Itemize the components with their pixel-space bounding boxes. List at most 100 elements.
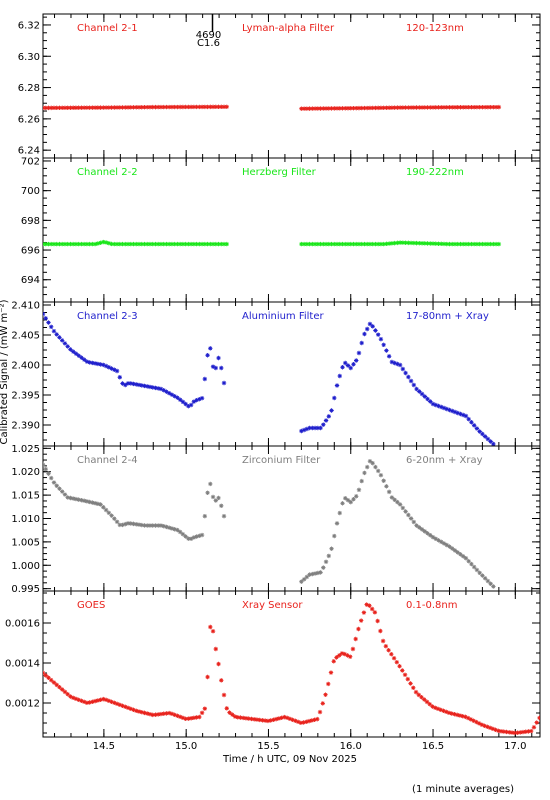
panel-channel-label: Channel 2-4 (77, 455, 138, 466)
data-point (461, 554, 466, 559)
data-point (147, 712, 153, 717)
data-point (386, 648, 391, 653)
data-point (430, 241, 436, 246)
data-point (386, 354, 392, 359)
data-point (62, 341, 68, 346)
data-point (128, 241, 133, 247)
data-point (493, 104, 499, 110)
data-point (471, 105, 477, 110)
data-point (186, 403, 191, 409)
x-tick-label: 16.0 (340, 741, 362, 752)
data-point (427, 702, 432, 707)
data-point (221, 241, 227, 247)
data-point (458, 105, 463, 110)
data-point (81, 241, 87, 247)
data-point (312, 571, 318, 576)
data-point (455, 410, 460, 416)
data-point (348, 499, 353, 505)
panel-frame (42, 445, 541, 592)
data-point (166, 710, 172, 716)
data-point (422, 105, 428, 110)
data-point (282, 714, 287, 720)
data-point (224, 241, 229, 247)
data-point (180, 715, 186, 720)
segment-2 (299, 240, 502, 247)
data-point (414, 105, 419, 110)
y-tick-label: 0.0016 (5, 619, 40, 630)
data-point (354, 494, 359, 499)
data-point (329, 241, 334, 247)
data-point (134, 382, 139, 387)
data-point (477, 104, 482, 110)
data-point (180, 399, 186, 405)
data-point (307, 241, 312, 247)
data-point (76, 497, 81, 502)
panel-filter-label: Zirconium Filter (242, 455, 321, 466)
data-point (531, 725, 537, 730)
data-point (334, 383, 340, 388)
data-point (339, 651, 345, 656)
y-tick-label: 1.015 (11, 491, 40, 502)
data-point (79, 241, 84, 247)
data-point (321, 565, 326, 570)
data-point (321, 241, 326, 247)
data-point (169, 104, 175, 110)
data-point (73, 496, 79, 502)
data-point (210, 494, 216, 500)
data-point (487, 725, 493, 730)
data-point (471, 564, 477, 570)
data-point (491, 241, 496, 247)
data-point (501, 729, 506, 734)
data-point (488, 104, 493, 110)
data-point (345, 363, 351, 368)
data-point (57, 241, 62, 247)
data-point (205, 104, 210, 110)
data-point (444, 406, 449, 412)
y-tick-label: 2.410 (11, 301, 40, 312)
y-tick-label: 6.30 (18, 52, 40, 63)
data-point (194, 104, 199, 110)
data-point (375, 468, 381, 474)
data-point (128, 381, 133, 386)
data-point (161, 388, 166, 393)
data-point (406, 105, 411, 110)
data-point (343, 241, 348, 247)
data-point (518, 730, 523, 735)
data-point (367, 105, 373, 111)
series-points (43, 311, 496, 446)
data-point (114, 701, 120, 706)
data-point (210, 364, 216, 369)
data-point (480, 241, 485, 247)
data-point (490, 726, 496, 731)
panel-channel-label: Channel 2-2 (77, 167, 138, 178)
data-point (411, 382, 417, 388)
data-point (365, 326, 370, 332)
data-point (439, 105, 444, 110)
data-point (512, 730, 517, 736)
data-point (312, 241, 318, 247)
data-point (43, 241, 48, 247)
data-point (328, 670, 334, 675)
data-point (315, 106, 321, 111)
data-point (425, 531, 430, 536)
data-point (457, 713, 463, 718)
data-point (299, 241, 304, 247)
data-point (482, 241, 488, 247)
data-point (164, 389, 169, 394)
y-tick-label: 1.000 (11, 561, 40, 572)
data-point (389, 652, 394, 657)
y-tick-label: 1.005 (11, 537, 40, 548)
data-point (417, 389, 422, 394)
data-point (337, 241, 342, 247)
data-point (367, 603, 372, 608)
data-point (142, 710, 147, 716)
event-marker-class: C1.6 (197, 38, 220, 49)
data-point (299, 106, 304, 111)
data-point (365, 464, 370, 470)
segment-2 (299, 321, 496, 446)
panel-frame (42, 590, 541, 738)
data-point (386, 489, 392, 495)
data-point (177, 714, 183, 719)
data-point (372, 610, 378, 615)
data-point (216, 104, 221, 110)
